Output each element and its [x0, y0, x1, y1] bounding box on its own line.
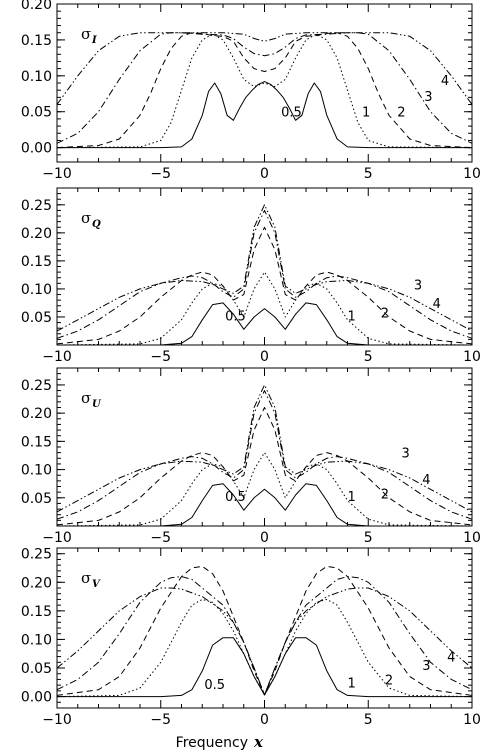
series-line-4	[56, 384, 473, 513]
panel-label-main: σ	[81, 25, 91, 43]
series-line-0-5	[57, 637, 472, 698]
x-tick-label: −5	[150, 712, 171, 728]
series-label: 2	[397, 106, 405, 121]
series-label: 3	[424, 90, 432, 105]
panel-label-sub: Q	[92, 219, 101, 230]
series-label: 4	[447, 651, 455, 666]
panel-sigma-i: σ I −10 −5 0 5 10 0.00 0.05 0.10 0.15 0.20 0.5 1 2 34	[21, 0, 481, 182]
series-line-0-5	[57, 483, 472, 527]
series-line-1	[56, 598, 473, 698]
series-line-2	[56, 565, 473, 696]
series-line-0-5	[57, 81, 472, 149]
y-tick-label: 0.15	[21, 33, 52, 49]
y-tick-label: 0.05	[21, 661, 52, 677]
y-tick-label: 0.05	[21, 491, 52, 507]
y-tick-label: 0.25	[21, 198, 52, 214]
series-label: 0.5	[225, 490, 246, 505]
panel-sigma-v: σ V −10 −5 0 5 10 0.00 0.05 0.10 0.15 0.20 0.25 0.5…	[21, 547, 481, 728]
x-tick-label: 5	[364, 530, 373, 546]
series-line-0-5	[57, 302, 472, 346]
series-line-3	[56, 209, 473, 339]
series-label: 3	[414, 278, 422, 293]
series-label: 1	[348, 490, 356, 505]
panel-label-main: σ	[81, 209, 91, 227]
series-label: 0.5	[225, 309, 246, 324]
series-line-1	[56, 271, 473, 346]
series-label: 0.5	[204, 678, 225, 693]
y-tick-label: 0.20	[21, 406, 52, 422]
series-line-1	[56, 33, 473, 149]
x-tick-label: 10	[463, 166, 481, 182]
y-tick-label: 0.05	[21, 105, 52, 121]
panel-label-sub: U	[92, 399, 102, 410]
panel-label-main: σ	[81, 569, 91, 587]
series-line-2	[56, 32, 473, 149]
series-line-4	[56, 587, 473, 696]
series-label: 4	[441, 74, 449, 89]
y-tick-label: 0.15	[21, 254, 52, 270]
y-tick-label: 0.10	[21, 463, 52, 479]
series-label: 4	[433, 297, 441, 312]
plot-frame	[56, 547, 473, 709]
panel-sigma-q: σ Q −10 −5 0 5 10 0.05 0.10 0.15 0.20 0.25 0.5 1 2 34	[21, 187, 481, 365]
series-label: 2	[381, 306, 389, 321]
x-tick-label: 5	[364, 349, 373, 365]
series-label: 1	[348, 309, 356, 324]
x-tick-label: 0	[260, 530, 269, 546]
x-axis-variable: x	[253, 733, 264, 751]
y-tick-label: 0.05	[21, 310, 52, 326]
y-tick-label: 0.15	[21, 434, 52, 450]
x-axis-title: Frequency x	[176, 733, 264, 751]
series-label: 1	[348, 676, 356, 691]
x-tick-label: 0	[260, 166, 269, 182]
y-tick-label: 0.10	[21, 282, 52, 298]
y-tick-label: 0.10	[21, 632, 52, 648]
panel-label-main: σ	[81, 389, 91, 407]
x-tick-label: 0	[260, 712, 269, 728]
panel-sigma-u: σ U −10 −5 0 5 10 0.05 0.10 0.15 0.20 0.25 0.5 1 2 34	[21, 367, 481, 546]
x-tick-label: −10	[42, 349, 72, 365]
x-tick-label: −10	[42, 530, 72, 546]
series-label: 4	[422, 473, 430, 488]
y-tick-label: 0.00	[21, 141, 52, 157]
series-line-2	[56, 226, 473, 345]
x-tick-label: −5	[150, 530, 171, 546]
series-label: 1	[362, 106, 370, 121]
y-tick-label: 0.15	[21, 604, 52, 620]
series-line-3	[56, 390, 473, 520]
x-tick-label: −5	[150, 349, 171, 365]
series-line-2	[56, 407, 473, 526]
y-tick-label: 0.25	[21, 547, 52, 563]
panel-label-sub: V	[92, 579, 101, 590]
y-tick-label: 0.25	[21, 378, 52, 394]
x-tick-label: −10	[42, 166, 72, 182]
x-tick-label: 0	[260, 349, 269, 365]
y-tick-label: 0.10	[21, 69, 52, 85]
x-tick-label: 10	[463, 530, 481, 546]
series-label: 2	[381, 487, 389, 502]
series-label: 3	[422, 659, 430, 674]
series-label: 3	[401, 447, 409, 462]
x-tick-label: 10	[463, 712, 481, 728]
x-tick-label: 10	[463, 349, 481, 365]
y-tick-label: 0.20	[21, 0, 52, 13]
x-axis-label: Frequency	[176, 735, 248, 751]
series-label: 0.5	[281, 106, 302, 121]
series-label: 2	[385, 673, 393, 688]
x-tick-label: 5	[364, 712, 373, 728]
panel-label-sub: I	[91, 35, 97, 46]
series-line-4	[56, 204, 473, 332]
y-tick-label: 0.20	[21, 575, 52, 591]
series-line-3	[56, 32, 473, 144]
series-line-4	[56, 32, 473, 105]
x-tick-label: −5	[150, 166, 171, 182]
x-tick-label: −10	[42, 712, 72, 728]
x-tick-label: 5	[364, 166, 373, 182]
y-tick-label: 0.20	[21, 226, 52, 242]
y-tick-label: 0.00	[21, 690, 52, 706]
